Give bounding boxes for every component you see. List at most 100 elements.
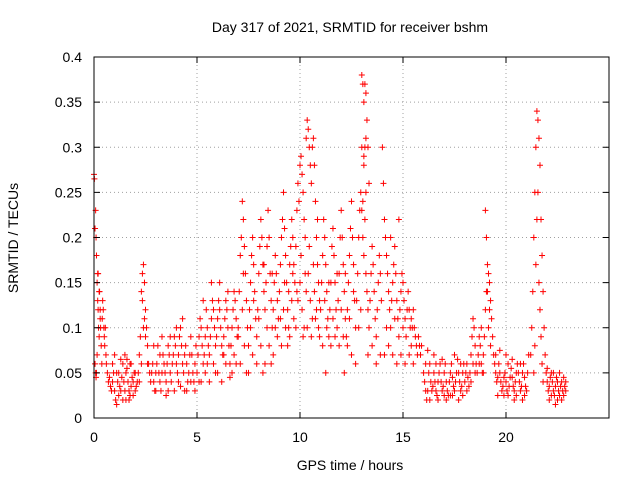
data-point <box>213 333 220 340</box>
data-point <box>121 351 128 358</box>
data-point <box>172 342 179 349</box>
data-point <box>241 342 248 349</box>
data-point <box>327 342 334 349</box>
data-point <box>298 252 305 259</box>
data-point <box>239 306 246 313</box>
data-point <box>285 324 292 331</box>
data-point <box>288 216 295 223</box>
y-axis-label: SRMTID / TECUs <box>5 183 21 293</box>
data-point <box>142 306 149 313</box>
data-point <box>533 216 540 223</box>
data-point <box>281 225 288 232</box>
data-point <box>408 315 415 322</box>
data-point <box>99 297 106 304</box>
data-point <box>224 288 231 295</box>
data-point <box>282 252 289 259</box>
data-point <box>560 374 567 381</box>
data-point <box>476 360 483 367</box>
data-point <box>476 333 483 340</box>
y-tick-labels: 0 0.05 0.1 0.15 0.2 0.25 0.3 0.35 0.4 <box>55 49 82 426</box>
data-point <box>339 234 346 241</box>
data-point <box>270 351 277 358</box>
data-point <box>226 374 233 381</box>
data-point <box>357 306 364 313</box>
data-point <box>406 351 413 358</box>
data-point <box>464 374 471 381</box>
data-point <box>410 306 417 313</box>
data-point <box>92 360 99 367</box>
data-point <box>182 342 189 349</box>
data-point <box>324 315 331 322</box>
data-point <box>214 315 221 322</box>
data-point <box>100 306 107 313</box>
data-point <box>329 225 336 232</box>
data-point <box>444 387 451 394</box>
data-point <box>237 360 244 367</box>
data-point <box>102 351 109 358</box>
data-point <box>243 369 250 376</box>
data-point <box>293 207 300 214</box>
data-point <box>342 270 349 277</box>
data-point <box>544 378 551 385</box>
data-point <box>140 324 147 331</box>
data-point <box>513 392 520 399</box>
data-point <box>355 324 362 331</box>
data-point <box>129 374 136 381</box>
data-point <box>201 351 208 358</box>
data-point <box>126 387 133 394</box>
data-point <box>347 225 354 232</box>
data-point <box>534 189 541 196</box>
data-point <box>144 360 151 367</box>
data-point <box>487 297 494 304</box>
data-point <box>418 342 425 349</box>
data-point <box>272 324 279 331</box>
x-axis-label: GPS time / hours <box>297 457 404 473</box>
data-point <box>544 365 551 372</box>
data-point <box>271 279 278 286</box>
data-point <box>463 387 470 394</box>
data-point <box>494 392 501 399</box>
data-point <box>235 333 242 340</box>
data-point <box>204 360 211 367</box>
data-point <box>322 261 329 268</box>
data-point <box>237 252 244 259</box>
data-point <box>471 324 478 331</box>
data-point <box>345 279 352 286</box>
data-point <box>264 324 271 331</box>
data-point <box>387 234 394 241</box>
data-point <box>269 270 276 277</box>
data-point <box>307 297 314 304</box>
data-point <box>319 342 326 349</box>
data-point <box>109 378 116 385</box>
data-point <box>362 90 369 97</box>
data-point <box>448 360 455 367</box>
data-point <box>420 369 427 376</box>
data-point <box>396 306 403 313</box>
data-point <box>170 351 177 358</box>
data-point <box>256 243 263 250</box>
data-point <box>346 252 353 259</box>
data-point <box>405 288 412 295</box>
data-point <box>138 288 145 295</box>
data-point <box>215 297 222 304</box>
data-point <box>536 306 543 313</box>
data-point <box>104 369 111 376</box>
data-point <box>538 333 545 340</box>
data-point <box>389 351 396 358</box>
data-point <box>389 279 396 286</box>
data-point <box>372 315 379 322</box>
data-point <box>371 288 378 295</box>
data-point <box>531 342 538 349</box>
data-point <box>220 333 227 340</box>
data-point <box>250 261 257 268</box>
data-point <box>332 333 339 340</box>
data-point <box>469 333 476 340</box>
data-point <box>139 270 146 277</box>
data-point <box>188 351 195 358</box>
data-point <box>456 378 463 385</box>
data-point <box>478 324 485 331</box>
data-point <box>340 333 347 340</box>
data-point <box>543 369 550 376</box>
data-point <box>489 333 496 340</box>
